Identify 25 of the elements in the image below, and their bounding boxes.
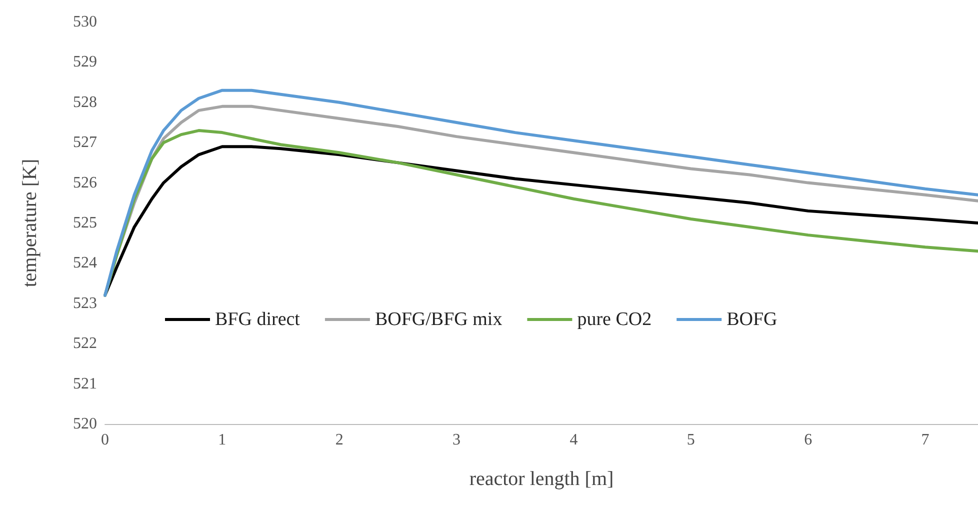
y-tick-label: 527 <box>73 134 97 152</box>
y-tick-label: 520 <box>73 416 97 432</box>
y-tick-label: 522 <box>73 335 97 352</box>
legend-label: BOFG <box>726 309 778 330</box>
y-tick-label: 529 <box>73 54 97 71</box>
x-tick-label: 5 <box>686 432 695 448</box>
y-tick-label: 521 <box>73 375 97 392</box>
y-tick-label: 523 <box>73 294 97 312</box>
y-tick-label: 530 <box>73 14 97 30</box>
x-tick-label: 6 <box>804 432 812 448</box>
legend-label: BFG direct <box>215 309 301 330</box>
y-tick-label: 528 <box>73 94 97 111</box>
x-tick-label: 7 <box>921 432 930 448</box>
legend-label: BOFG/BFG mix <box>374 309 503 330</box>
y-tick-label: 525 <box>73 214 97 232</box>
y-tick-label: 526 <box>73 174 97 192</box>
x-tick-label: 4 <box>570 432 578 448</box>
x-tick-label: 1 <box>218 432 226 448</box>
x-tick-label: 0 <box>101 432 109 448</box>
x-axis-title: reactor length [m] <box>469 468 614 490</box>
x-tick-label: 2 <box>335 432 344 448</box>
x-tick-label: 3 <box>452 432 461 448</box>
y-tick-label: 524 <box>73 254 97 272</box>
y-axis-title: temperature [K] <box>19 158 41 288</box>
legend-label: pure CO2 <box>577 309 652 330</box>
